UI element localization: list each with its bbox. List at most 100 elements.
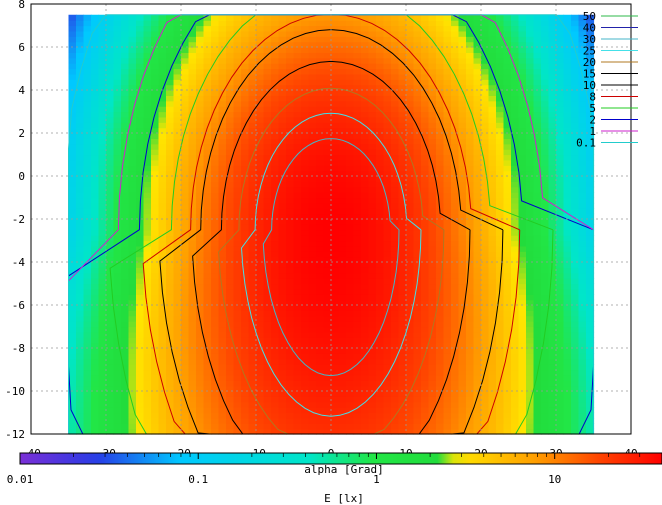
heatmap-cell (518, 57, 527, 64)
heatmap-cell (241, 412, 250, 419)
heatmap-cell (278, 240, 287, 247)
heatmap-cell (91, 380, 100, 387)
heatmap-cell (91, 374, 100, 381)
heatmap-cell (518, 299, 527, 306)
heatmap-cell (158, 353, 167, 360)
heatmap-cell (451, 278, 460, 285)
heatmap-cell (83, 245, 92, 252)
heatmap-cell (68, 165, 77, 172)
heatmap-cell (173, 385, 182, 392)
heatmap-cell (286, 353, 295, 360)
heatmap-cell (541, 25, 550, 32)
heatmap-cell (496, 331, 505, 338)
heatmap-cell (316, 84, 325, 91)
heatmap-cell (316, 262, 325, 268)
heatmap-cell (481, 240, 490, 247)
heatmap-cell (218, 229, 227, 236)
heatmap-cell (173, 262, 182, 268)
heatmap-cell (218, 401, 227, 408)
heatmap-cell (203, 288, 212, 295)
heatmap-cell (383, 272, 392, 279)
heatmap-cell (271, 20, 280, 27)
heatmap-cell (256, 294, 265, 301)
heatmap-cell (451, 14, 460, 21)
heatmap-cell (218, 52, 227, 59)
heatmap-cell (98, 412, 107, 419)
heatmap-cell (211, 213, 220, 220)
heatmap-cell (278, 391, 287, 397)
heatmap-cell (443, 219, 452, 225)
heatmap-cell (391, 84, 400, 91)
heatmap-cell (331, 100, 340, 107)
heatmap-cell (511, 385, 520, 392)
heatmap-cell (436, 138, 445, 145)
heatmap-cell (383, 288, 392, 295)
heatmap-cell (173, 95, 182, 102)
heatmap-cell (361, 380, 370, 387)
heatmap-cell (511, 310, 520, 317)
heatmap-cell (428, 380, 437, 387)
heatmap-cell (278, 396, 287, 403)
heatmap-cell (121, 57, 130, 64)
heatmap-cell (181, 111, 190, 118)
heatmap-cell (121, 417, 130, 424)
heatmap-cell (196, 116, 205, 123)
heatmap-cell (458, 305, 467, 311)
heatmap-cell (68, 25, 77, 32)
heatmap-cell (143, 149, 152, 156)
heatmap-cell (98, 288, 107, 295)
heatmap-cell (406, 208, 415, 215)
heatmap-cell (136, 95, 145, 102)
heatmap-cell (83, 213, 92, 220)
heatmap-cell (353, 197, 362, 204)
heatmap-cell (188, 143, 197, 150)
heatmap-cell (308, 181, 317, 188)
heatmap-cell (503, 122, 512, 129)
heatmap-cell (443, 369, 452, 376)
heatmap-cell (121, 288, 130, 295)
heatmap-cell (143, 267, 152, 274)
heatmap-cell (526, 337, 535, 344)
heatmap-cell (331, 385, 340, 392)
heatmap-cell (166, 288, 175, 295)
heatmap-cell (173, 36, 182, 43)
heatmap-cell (421, 30, 430, 37)
heatmap-cell (128, 407, 137, 414)
heatmap-cell (518, 267, 527, 274)
heatmap-cell (256, 396, 265, 403)
heatmap-cell (406, 391, 415, 397)
heatmap-cell (211, 154, 220, 161)
heatmap-cell (203, 229, 212, 236)
heatmap-cell (263, 186, 272, 193)
heatmap-cell (218, 154, 227, 161)
heatmap-cell (353, 391, 362, 397)
heatmap-cell (271, 272, 280, 279)
heatmap-cell (338, 337, 347, 344)
heatmap-cell (451, 208, 460, 215)
heatmap-cell (278, 52, 287, 59)
heatmap-cell (256, 57, 265, 64)
heatmap-cell (241, 288, 250, 295)
heatmap-cell (511, 133, 520, 139)
heatmap-cell (308, 149, 317, 156)
heatmap-cell (368, 219, 377, 225)
heatmap-cell (346, 407, 355, 414)
heatmap-cell (406, 186, 415, 193)
heatmap-cell (451, 315, 460, 322)
heatmap-cell (151, 73, 160, 80)
heatmap-cell (248, 385, 257, 392)
heatmap-cell (218, 310, 227, 317)
heatmap-cell (263, 267, 272, 274)
heatmap-cell (473, 170, 482, 177)
heatmap-cell (278, 138, 287, 145)
heatmap-cell (451, 20, 460, 27)
heatmap-cell (158, 310, 167, 317)
heatmap-cell (173, 90, 182, 96)
heatmap-cell (83, 30, 92, 37)
heatmap-cell (151, 229, 160, 236)
heatmap-cell (316, 149, 325, 156)
heatmap-cell (151, 288, 160, 295)
heatmap-cell (421, 208, 430, 215)
heatmap-cell (76, 138, 85, 145)
heatmap-cell (271, 154, 280, 161)
